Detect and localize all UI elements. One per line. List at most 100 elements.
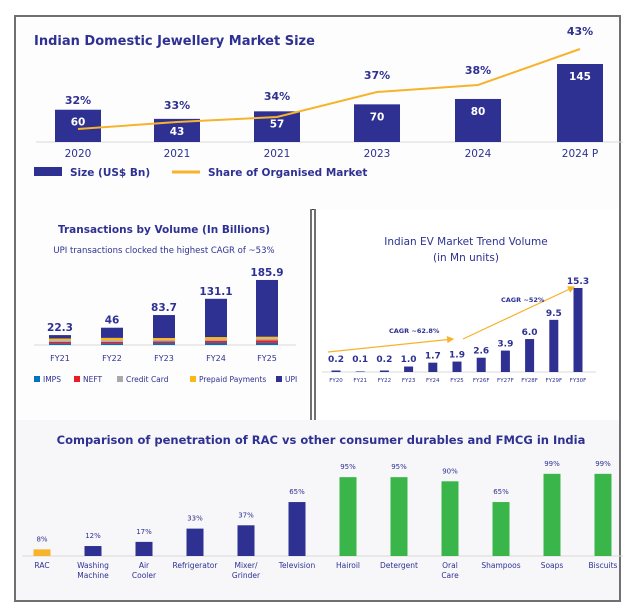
bar-segment-prepaid-payments xyxy=(49,338,71,341)
bar-ev-volume xyxy=(331,370,341,372)
bar-total-label: 46 xyxy=(105,315,120,327)
bar-size xyxy=(55,109,101,142)
x-tick-label: Washing xyxy=(77,561,109,570)
x-tick-label: FY24 xyxy=(206,354,226,363)
bar-ev-volume xyxy=(525,339,535,372)
x-tick-label: FY27F xyxy=(497,378,514,384)
bar-value-label: 95% xyxy=(391,463,407,471)
bar-ev-volume xyxy=(379,370,389,372)
legend-label: Size (US$ Bn) xyxy=(70,167,150,179)
legend-swatch xyxy=(190,376,196,382)
bar-value-label: 2.6 xyxy=(473,347,489,357)
bar-size xyxy=(455,98,501,142)
bar-size xyxy=(354,104,400,142)
x-tick-label: RAC xyxy=(34,561,49,570)
bar-segment-upi xyxy=(256,279,278,337)
bar-value-label: 12% xyxy=(85,532,101,540)
bar-value-label: 43 xyxy=(170,126,185,138)
legend-label: IMPS xyxy=(43,375,61,384)
legend-swatch-size xyxy=(34,167,62,176)
bar-penetration xyxy=(492,502,510,556)
x-tick-label: FY23 xyxy=(154,354,174,363)
legend-label: UPI xyxy=(285,375,297,384)
bar-penetration xyxy=(339,477,357,556)
bar-segment-imps xyxy=(101,343,123,345)
x-tick-label: FY29F xyxy=(545,378,562,384)
bar-total-label: 131.1 xyxy=(199,286,232,298)
bar-total-label: 185.9 xyxy=(250,267,283,279)
bar-penetration xyxy=(390,477,408,556)
x-tick-label: FY28F xyxy=(521,378,538,384)
x-tick-label: FY25 xyxy=(257,354,277,363)
bar-value-label: 17% xyxy=(136,528,152,536)
bar-segment-prepaid-payments xyxy=(256,336,278,339)
penetration-chart: Comparison of penetration of RAC vs othe… xyxy=(22,433,623,580)
legend-label: NEFT xyxy=(83,375,103,384)
bar-value-label: 9.5 xyxy=(546,309,562,319)
legend-swatch xyxy=(117,376,123,382)
legend-label: Credit Card xyxy=(126,375,169,384)
series-line-organised-share xyxy=(77,48,581,130)
bar-ev-volume xyxy=(500,350,510,372)
x-tick-label: 2023 xyxy=(364,148,391,160)
penetration-panel: Comparison of penetration of RAC vs othe… xyxy=(14,420,623,602)
x-tick-label: 2024 P xyxy=(562,148,598,160)
jewellery-market-chart: Indian Domestic Jewellery Market Size 60… xyxy=(34,25,623,179)
bar-penetration xyxy=(288,502,306,556)
transactions-chart: Transactions by Volume (In Billions) UPI… xyxy=(34,224,297,384)
cagr-annotation: CAGR ~52% xyxy=(501,296,545,304)
bar-penetration xyxy=(135,541,153,556)
cagr-arrow-1 xyxy=(327,336,455,353)
bar-segment-neft xyxy=(256,340,278,343)
bar-segment-neft xyxy=(49,341,71,344)
bar-ev-volume xyxy=(404,366,414,372)
bar-ev-volume xyxy=(549,319,559,372)
bar-segment-upi xyxy=(205,298,227,338)
cagr-annotation: CAGR ~62.8% xyxy=(389,327,440,335)
chart-title: Transactions by Volume (In Billions) xyxy=(58,224,270,236)
chart-title: Indian Domestic Jewellery Market Size xyxy=(34,34,315,49)
x-tick-label: FY24 xyxy=(426,378,440,384)
bar-ev-volume xyxy=(452,361,462,372)
x-tick-label: FY30F xyxy=(570,378,587,384)
bar-segment-upi xyxy=(101,327,123,338)
bar-value-label: 8% xyxy=(36,535,47,543)
chart-subtitle: UPI transactions clocked the highest CAG… xyxy=(53,246,274,256)
x-tick-label: Hairoil xyxy=(336,561,360,570)
line-value-label: 34% xyxy=(264,90,290,103)
x-tick-label: FY20 xyxy=(329,378,343,384)
x-tick-label: Biscuits xyxy=(589,561,618,570)
bar-value-label: 33% xyxy=(187,515,203,523)
bar-segment-imps xyxy=(153,343,175,345)
x-tick-label: FY22 xyxy=(378,378,392,384)
x-tick-label: FY23 xyxy=(402,378,416,384)
legend-swatch xyxy=(276,376,282,382)
bar-total-label: 83.7 xyxy=(151,302,177,314)
bar-value-label: 65% xyxy=(493,488,509,496)
bar-value-label: 90% xyxy=(442,467,458,475)
bar-value-label: 70 xyxy=(370,111,385,123)
bar-value-label: 99% xyxy=(544,460,560,468)
line-value-label: 32% xyxy=(65,94,91,107)
x-tick-label: FY21 xyxy=(50,354,70,363)
x-tick-label: Soaps xyxy=(541,561,564,570)
bar-value-label: 99% xyxy=(595,460,611,468)
x-tick-label: FY25 xyxy=(450,378,464,384)
chart-title: Indian EV Market Trend Volume xyxy=(384,236,547,248)
bar-segment-imps xyxy=(256,342,278,345)
legend-label: Prepaid Payments xyxy=(199,375,266,384)
x-tick-label: Air xyxy=(139,561,150,570)
legend-swatch xyxy=(74,376,80,382)
bar-segment-credit-card xyxy=(101,340,123,342)
bar-value-label: 80 xyxy=(471,106,486,118)
bar-value-label: 65% xyxy=(289,488,305,496)
bar-value-label: 0.2 xyxy=(376,355,392,365)
line-value-label: 43% xyxy=(567,25,593,38)
x-tick-label: Care xyxy=(441,571,459,580)
cagr-arrow-2 xyxy=(462,286,576,340)
bar-segment-credit-card xyxy=(205,339,227,341)
x-tick-label: 2021 xyxy=(164,148,191,160)
ev-market-panel: Indian EV Market Trend Volume (in Mn uni… xyxy=(314,209,621,421)
x-tick-label: Cooler xyxy=(132,571,157,580)
bar-value-label: 3.9 xyxy=(497,340,513,350)
